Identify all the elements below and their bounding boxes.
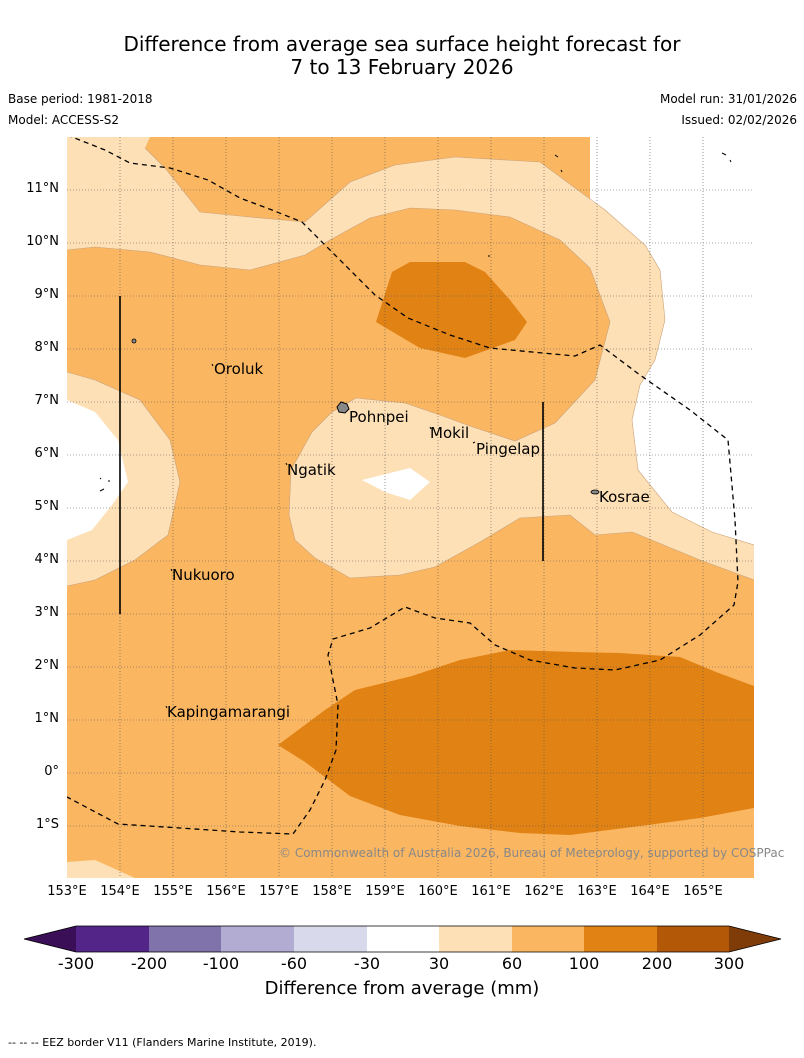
place-label-kapingamarangi: Kapingamarangi xyxy=(167,703,291,721)
model-text: Model: ACCESS-S2 xyxy=(8,113,120,127)
pohnpei-island xyxy=(336,401,350,414)
lon-label: 155°E xyxy=(153,884,193,899)
lon-label: 160°E xyxy=(418,884,458,899)
anomaly-band-100-200-south xyxy=(278,650,754,835)
lat-label: 2°N xyxy=(34,658,60,673)
colorbar-segment xyxy=(657,926,729,952)
graticule xyxy=(67,137,754,878)
anomaly-band-neutral-east xyxy=(590,137,754,545)
lon-label: 159°E xyxy=(365,884,405,899)
lon-label: 164°E xyxy=(630,884,670,899)
colorbar-tick-label: 60 xyxy=(501,954,523,973)
lat-label: 4°N xyxy=(34,552,60,567)
lon-label: 163°E xyxy=(577,884,617,899)
place-label-pohnpei: Pohnpei xyxy=(349,408,409,426)
colorbar-title: Difference from average (mm) xyxy=(264,978,540,999)
lat-label: 5°N xyxy=(34,499,60,514)
anomaly-band-neutral-west xyxy=(67,400,128,540)
lat-label: 1°S xyxy=(35,817,59,832)
colorbar-segment-max xyxy=(729,926,781,952)
eez-footnote: -- -- -- EEZ border V11 (Flanders Marine… xyxy=(8,1036,317,1049)
colorbar-tick-label: 200 xyxy=(641,954,673,973)
model-run-text: Model run: 31/01/2026 xyxy=(659,92,797,106)
colorbar-tick-label: -60 xyxy=(280,954,308,973)
lon-label: 161°E xyxy=(471,884,511,899)
lat-label: 3°N xyxy=(34,605,60,620)
place-label-pingelap: Pingelap xyxy=(476,440,541,458)
issued-text: Issued: 02/02/2026 xyxy=(681,113,797,127)
lat-label: 8°N xyxy=(34,340,60,355)
colorbar-tick-label: 30 xyxy=(428,954,450,973)
colorbar xyxy=(23,925,782,953)
lon-label: 158°E xyxy=(312,884,352,899)
eez-border xyxy=(67,137,739,835)
lat-label: 7°N xyxy=(34,393,60,408)
colorbar-segment-min xyxy=(24,926,76,952)
contour-lines xyxy=(67,147,754,587)
lat-label: 6°N xyxy=(34,446,60,461)
colorbar-tick-label: -300 xyxy=(57,954,95,973)
colorbar-segment xyxy=(76,926,149,952)
colorbar-segment xyxy=(367,926,439,952)
colorbar-segment xyxy=(294,926,367,952)
place-label-kosrae: Kosrae xyxy=(599,488,650,506)
colorbar-tick-label: -200 xyxy=(130,954,168,973)
lat-label: 1°N xyxy=(34,711,60,726)
place-label-ngatik: Ngatik xyxy=(287,461,336,479)
atoll-marks xyxy=(99,152,732,709)
colorbar-tick-label: -30 xyxy=(353,954,381,973)
place-label-mokil: Mokil xyxy=(430,424,470,442)
lat-label: 9°N xyxy=(34,287,60,302)
anomaly-band-30-60-north xyxy=(67,137,754,580)
small-island-west xyxy=(131,338,137,344)
anomaly-band-100-200-north xyxy=(376,262,527,358)
place-label-oroluk: Oroluk xyxy=(214,360,264,378)
colorbar-tick-label: -100 xyxy=(202,954,240,973)
colorbar-segment xyxy=(584,926,657,952)
colorbar-segment xyxy=(149,926,221,952)
lon-label: 165°E xyxy=(683,884,723,899)
lat-label: 0° xyxy=(44,764,59,779)
anomaly-band-neutral-center xyxy=(362,468,430,500)
chart-title: Difference from average sea surface heig… xyxy=(0,33,804,79)
colorbar-segment xyxy=(439,926,512,952)
lon-label: 154°E xyxy=(100,884,140,899)
colorbar-tick-label: 300 xyxy=(713,954,745,973)
chart-title-line-1: Difference from average sea surface heig… xyxy=(123,32,681,56)
colorbar-segment xyxy=(512,926,584,952)
kosrae-island xyxy=(590,489,600,495)
chart-title-line-2: 7 to 13 February 2026 xyxy=(290,55,514,79)
colorbar-tick-label: 100 xyxy=(568,954,600,973)
colorbar-segment xyxy=(221,926,294,952)
lon-label: 162°E xyxy=(524,884,564,899)
lon-label: 157°E xyxy=(259,884,299,899)
place-label-nukuoro: Nukuoro xyxy=(172,566,235,584)
lon-label: 156°E xyxy=(206,884,246,899)
copyright-credit: © Commonwealth of Australia 2026, Bureau… xyxy=(279,846,785,860)
anomaly-band-30-60-southwest xyxy=(67,860,135,878)
lat-label: 11°N xyxy=(26,181,59,196)
base-period-text: Base period: 1981-2018 xyxy=(8,92,153,106)
colorbar-outline xyxy=(23,925,782,953)
lon-label: 153°E xyxy=(47,884,87,899)
lat-label: 10°N xyxy=(26,234,59,249)
